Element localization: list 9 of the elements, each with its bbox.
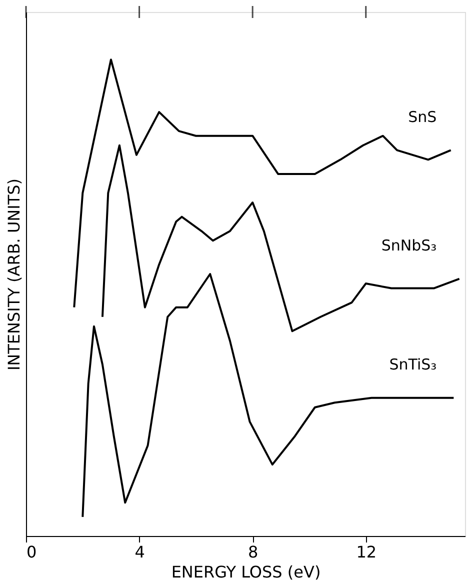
text: SnNbS₃ <box>381 236 437 254</box>
x-tick-label: 12 <box>356 542 377 562</box>
series-label: SnS <box>408 108 437 126</box>
series-label: SnTiS₃ <box>389 356 437 374</box>
x-tick-label: 8 <box>248 542 258 562</box>
x-axis-title: ENERGY LOSS (eV) <box>171 562 321 582</box>
x-tick-label: 4 <box>134 542 145 562</box>
x-tick-label: 0 <box>26 542 37 562</box>
y-axis-title: INTENSITY (ARB. UNITS) <box>4 178 24 371</box>
